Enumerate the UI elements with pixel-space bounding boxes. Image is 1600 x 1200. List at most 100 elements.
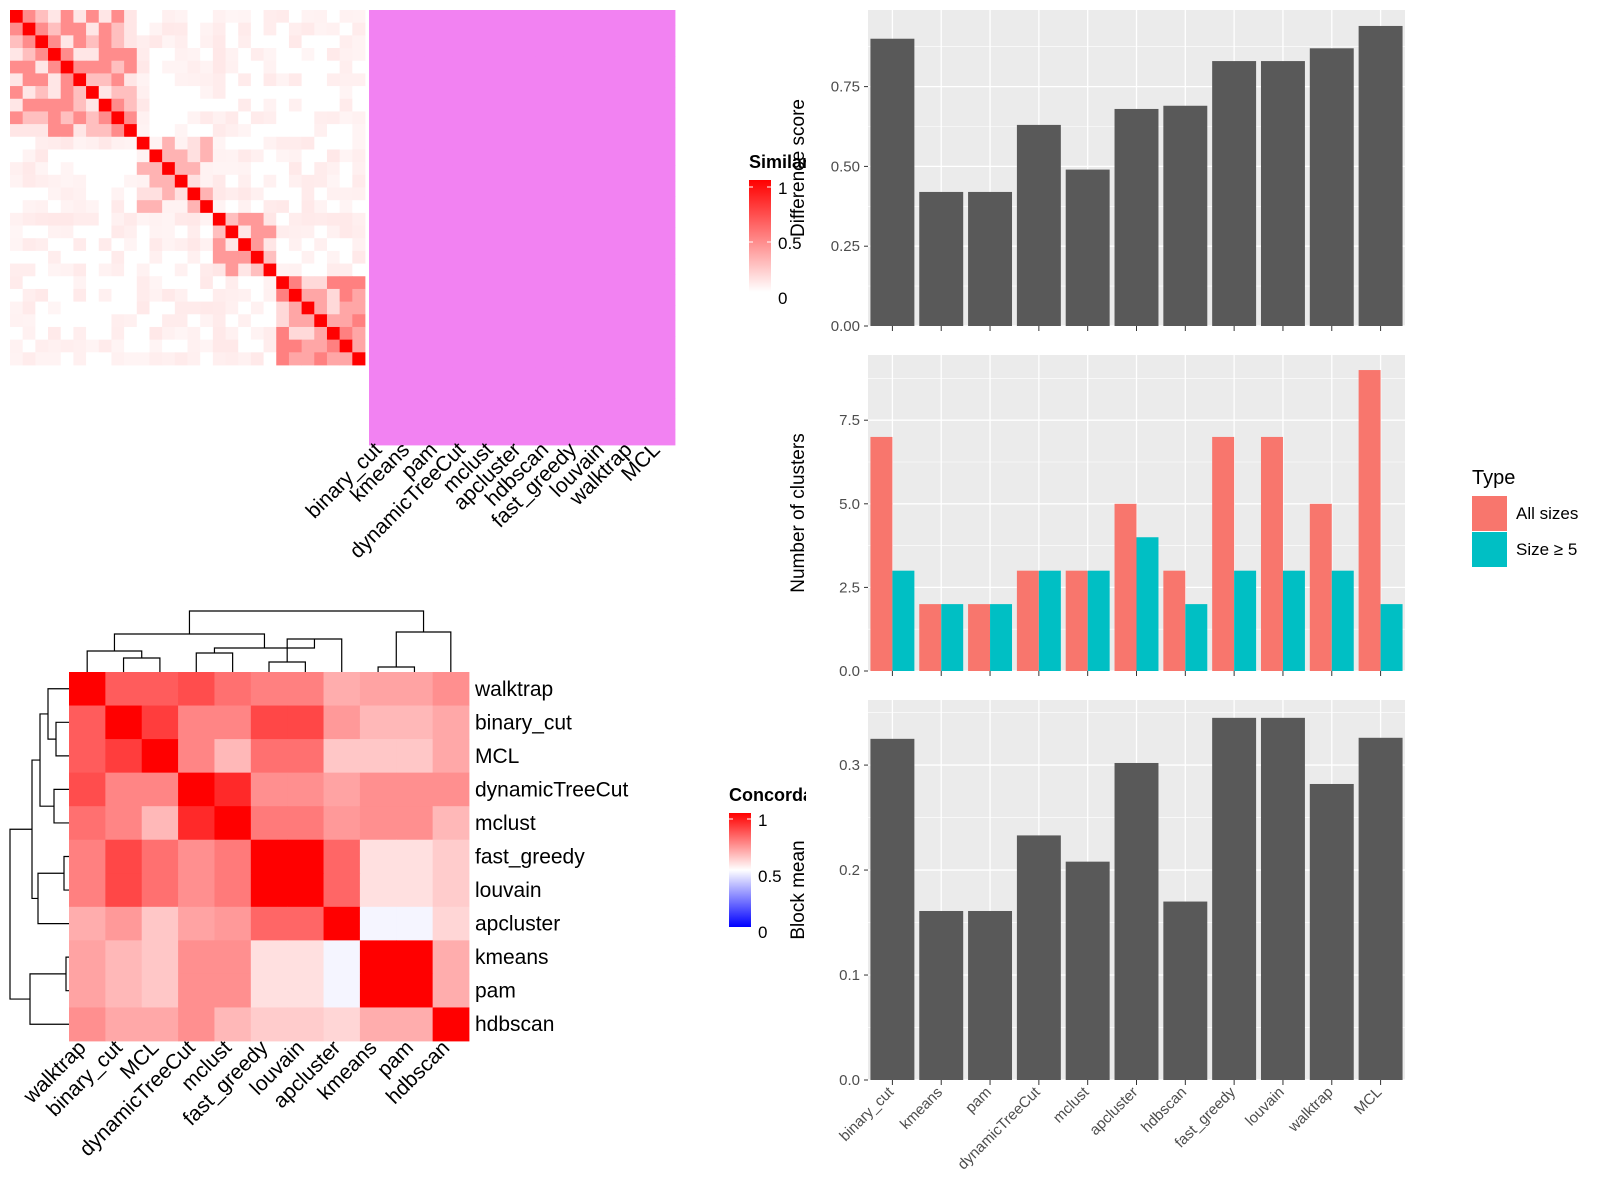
assignment-cell	[396, 305, 426, 322]
similarity-cell	[301, 149, 315, 163]
similarity-cell	[250, 263, 264, 277]
similarity-cell	[263, 352, 277, 366]
similarity-cell	[212, 60, 226, 74]
similarity-cell	[111, 200, 125, 214]
concordance-cell	[396, 873, 434, 908]
assignment-cell	[452, 367, 481, 384]
concordance-cell	[105, 1007, 143, 1042]
similarity-cell	[98, 174, 112, 188]
similarity-cell	[98, 263, 112, 277]
similarity-cell	[250, 314, 264, 328]
similarity-cell	[149, 174, 163, 188]
type-legend-label-size-ge5: Size ≥ 5	[1516, 540, 1577, 559]
similarity-cell	[174, 276, 188, 290]
y-tick-label: 0.00	[831, 318, 860, 335]
assignment-cell	[369, 196, 398, 213]
similarity-cell	[276, 149, 290, 163]
similarity-cell	[48, 212, 62, 226]
assignment-cell	[563, 258, 592, 275]
similarity-cell	[200, 263, 214, 277]
assignment-cell	[480, 398, 509, 415]
assignment-cell	[452, 41, 481, 58]
concordance-cell	[178, 839, 215, 874]
similarity-cell	[352, 149, 366, 163]
similarity-cell	[352, 225, 366, 239]
similarity-cell	[22, 200, 36, 214]
similarity-cell	[60, 124, 74, 138]
similarity-cell	[225, 200, 239, 214]
similarity-cell	[149, 98, 163, 112]
concordance-cell	[105, 739, 143, 774]
assignment-cell	[535, 196, 565, 213]
similarity-cell	[60, 73, 74, 87]
similarity-cell	[212, 111, 226, 125]
similarity-cell	[276, 60, 290, 74]
bar-size-ge5	[1331, 570, 1354, 671]
assignment-cell	[647, 274, 676, 291]
dendrogram-branch	[86, 650, 143, 672]
concordance-cell	[250, 940, 288, 975]
assignment-cell	[535, 10, 565, 26]
assignment-cell	[452, 413, 481, 430]
similarity-cell	[212, 225, 226, 239]
similarity-cell	[10, 136, 24, 150]
assignment-cell	[396, 196, 426, 213]
y-axis-title: Block mean	[788, 840, 809, 939]
assignment-cell	[619, 56, 648, 73]
assignment-cell	[424, 196, 453, 213]
similarity-cell	[276, 314, 290, 328]
bar	[1260, 61, 1305, 326]
assignment-cell	[369, 118, 398, 135]
similarity-cell	[276, 250, 290, 264]
similarity-cell	[86, 225, 100, 239]
dendrogram-branch	[39, 713, 54, 807]
similarity-cell	[60, 149, 74, 163]
assignment-cell	[508, 165, 537, 182]
similarity-cell	[276, 73, 290, 87]
concordance-cell	[214, 940, 252, 975]
assignment-cell	[396, 149, 426, 166]
similarity-cell	[225, 98, 239, 112]
similarity-cell	[288, 200, 303, 214]
similarity-cell	[22, 339, 36, 353]
concordance-cell	[287, 739, 324, 774]
assignment-cell	[452, 274, 481, 291]
bar	[968, 910, 1013, 1080]
similarity-cell	[136, 149, 150, 163]
assignment-cell	[396, 382, 426, 399]
similarity-cell	[48, 314, 62, 328]
similarity-cell	[162, 276, 176, 290]
assignment-cell	[591, 180, 620, 197]
assignment-cell	[619, 351, 648, 368]
assignment-cell	[535, 429, 565, 446]
assignment-cell	[508, 305, 537, 322]
similarity-cell	[250, 111, 264, 125]
similarity-cell	[111, 326, 125, 341]
similarity-cell	[149, 136, 163, 150]
similarity-cell	[124, 111, 138, 125]
concordance-row-label: fast_greedy	[475, 846, 585, 869]
assignment-cell	[563, 134, 592, 151]
similarity-cell	[314, 238, 328, 252]
similarity-cell	[238, 288, 252, 303]
assignment-cell	[369, 413, 398, 430]
similarity-cell	[326, 276, 341, 290]
assignment-cell	[424, 10, 453, 26]
assignment-cell	[563, 429, 592, 446]
similarity-cell	[225, 225, 239, 239]
similarity-cell	[263, 238, 277, 252]
similarity-cell	[200, 276, 214, 290]
bar	[1309, 783, 1354, 1080]
similarity-cell	[10, 263, 24, 277]
similarity-cell	[136, 326, 150, 341]
assignment-cell	[369, 41, 398, 58]
similarity-cell	[98, 124, 112, 138]
similarity-cell	[73, 225, 87, 239]
similarity-cell	[250, 48, 264, 62]
assignment-cell	[619, 134, 648, 151]
similarity-cell	[187, 212, 201, 226]
assignment-cell	[508, 196, 537, 213]
similarity-cell	[200, 200, 214, 214]
assignment-cell	[424, 56, 453, 73]
similarity-cell	[10, 86, 24, 100]
